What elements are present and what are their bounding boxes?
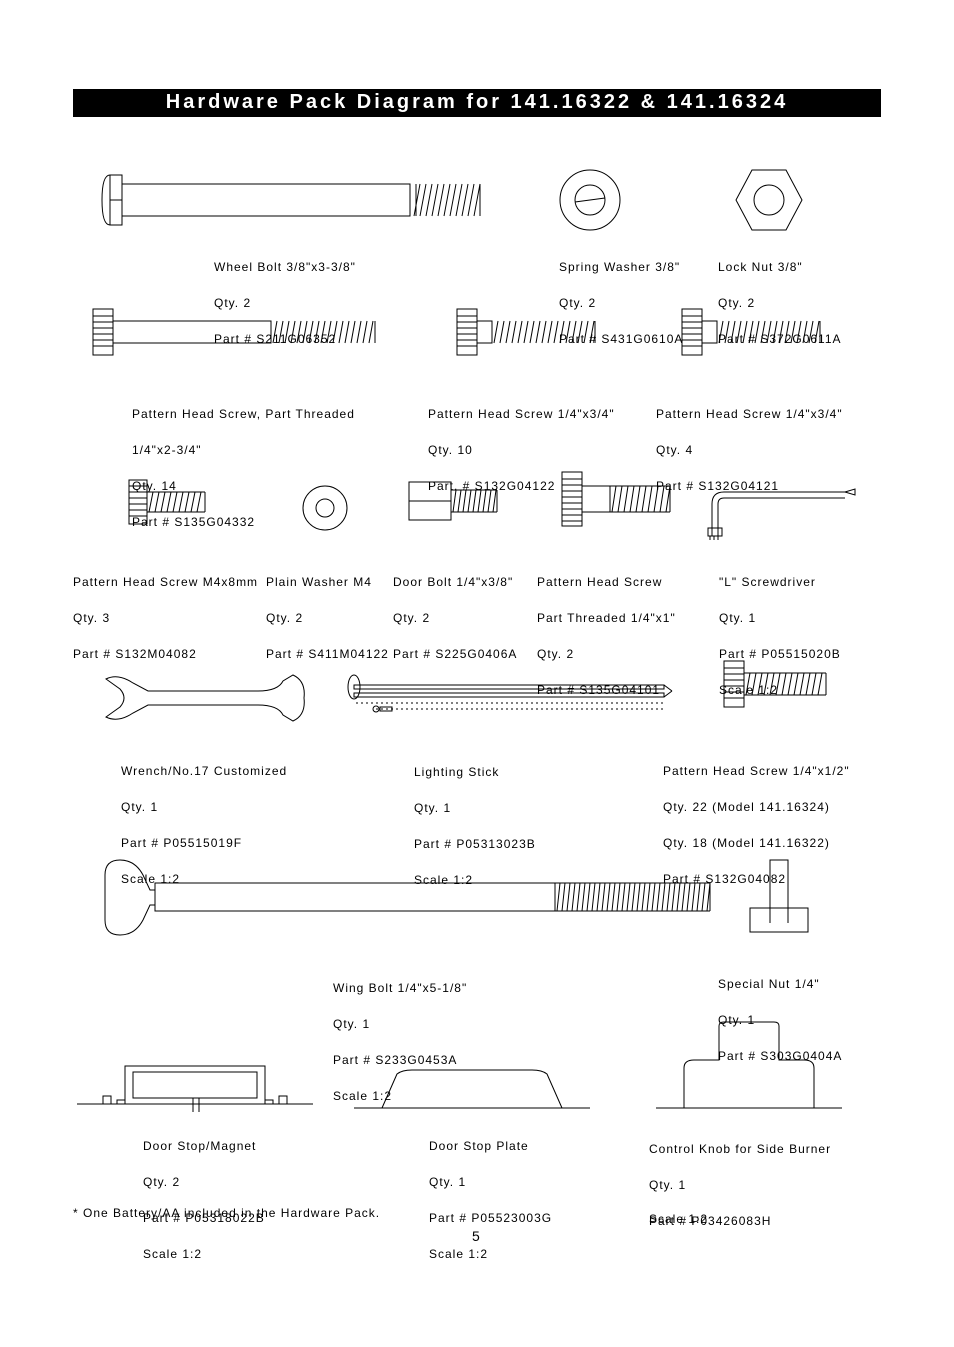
phs-m4x8-label: Pattern Head Screw M4x8mm Qty. 3 Part # … <box>73 555 258 681</box>
label-line: Part # P05515019F <box>121 834 287 852</box>
label-line: Lighting Stick <box>414 763 536 781</box>
phs-part-threaded-14-diagram <box>91 307 381 357</box>
door-stop-plate-label: Door Stop Plate Qty. 1 Part # P05523003G… <box>429 1119 552 1281</box>
title-text: Hardware Pack Diagram for 141.16322 & 14… <box>166 91 788 113</box>
phs-12-diagram <box>722 659 832 709</box>
label-line: Wheel Bolt 3/8"x3-3/8" <box>214 258 356 276</box>
label-line: Door Bolt 1/4"x3/8" <box>393 573 517 591</box>
label-line: Special Nut 1/4" <box>718 975 842 993</box>
label-line: Scale 1:2 <box>649 1210 708 1228</box>
label-line: Qty. 22 (Model 141.16324) <box>663 798 850 816</box>
label-line: Part # P05523003G <box>429 1209 552 1227</box>
wing-bolt-diagram <box>95 855 715 945</box>
label-line: Part # S233G0453A <box>333 1051 467 1069</box>
label-line: Part Threaded 1/4"x1" <box>537 609 676 627</box>
label-line: Qty. 1 <box>719 609 841 627</box>
phs-m4x8-diagram <box>127 478 211 526</box>
label-line: Part # S225G0406A <box>393 645 517 663</box>
label-line: Door Stop/Magnet <box>143 1137 265 1155</box>
label-line: Qty. 1 <box>414 799 536 817</box>
label-line: Part # S411M04122 <box>266 645 389 663</box>
label-line: Scale 1:2 <box>143 1245 265 1263</box>
label-line: Qty. 2 <box>266 609 389 627</box>
plain-washer-m4-label: Plain Washer M4 Qty. 2 Part # S411M04122 <box>266 555 389 681</box>
label-line: Part # P05313023B <box>414 835 536 853</box>
label-line: Qty. 4 <box>656 441 843 459</box>
door-bolt-diagram <box>407 480 502 522</box>
label-line: Plain Washer M4 <box>266 573 389 591</box>
door-stop-magnet-label: Door Stop/Magnet Qty. 2 Part # P05318022… <box>143 1119 265 1281</box>
wrench-diagram <box>98 671 308 725</box>
phs-part-threaded-2-diagram <box>560 470 675 528</box>
label-line: Part # S132M04082 <box>73 645 258 663</box>
label-line: Qty. 1 <box>333 1015 467 1033</box>
label-line: Pattern Head Screw 1/4"x1/2" <box>663 762 850 780</box>
door-stop-plate-diagram <box>352 1068 592 1112</box>
l-screwdriver-diagram <box>700 484 860 542</box>
label-line: Qty. 2 <box>143 1173 265 1191</box>
label-line: Qty. 2 <box>537 645 676 663</box>
phs-34-10-diagram <box>455 307 600 357</box>
label-line: Qty. 3 <box>73 609 258 627</box>
plain-washer-m4-diagram <box>300 483 350 533</box>
label-line: Scale 1:2 <box>429 1245 552 1263</box>
spring-washer-diagram <box>558 168 623 233</box>
label-line: Pattern Head Screw <box>537 573 676 591</box>
label-line: Wing Bolt 1/4"x5-1/8" <box>333 979 467 997</box>
door-stop-magnet-diagram <box>75 1062 315 1114</box>
control-knob-diagram <box>654 1020 844 1112</box>
control-knob-scale: Scale 1:2 <box>649 1192 708 1246</box>
label-line: Pattern Head Screw M4x8mm <box>73 573 258 591</box>
label-line: Qty. 10 <box>428 441 615 459</box>
label-line: Qty. 18 (Model 141.16322) <box>663 834 850 852</box>
label-line: 1/4"x2-3/4" <box>132 441 355 459</box>
lighting-stick-diagram <box>346 669 676 727</box>
wheel-bolt-diagram <box>100 170 490 230</box>
label-line: Pattern Head Screw, Part Threaded <box>132 405 355 423</box>
page-number: 5 <box>472 1228 480 1244</box>
lock-nut-diagram <box>734 168 804 232</box>
label-line: Qty. 1 <box>429 1173 552 1191</box>
special-nut-diagram <box>748 858 813 938</box>
label-line: Pattern Head Screw 1/4"x3/4" <box>428 405 615 423</box>
label-line: Control Knob for Side Burner <box>649 1140 831 1158</box>
label-line: "L" Screwdriver <box>719 573 841 591</box>
phs-34-4-diagram <box>680 307 825 357</box>
label-line: Spring Washer 3/8" <box>559 258 683 276</box>
label-line: Qty. 2 <box>393 609 517 627</box>
footnote: * One Battery/AA included in the Hardwar… <box>73 1206 380 1220</box>
label-line: Qty. 1 <box>121 798 287 816</box>
label-line: Pattern Head Screw 1/4"x3/4" <box>656 405 843 423</box>
title-bar: Hardware Pack Diagram for 141.16322 & 14… <box>73 89 881 117</box>
door-bolt-label: Door Bolt 1/4"x3/8" Qty. 2 Part # S225G0… <box>393 555 517 681</box>
label-line: Wrench/No.17 Customized <box>121 762 287 780</box>
label-line: Door Stop Plate <box>429 1137 552 1155</box>
label-line: Lock Nut 3/8" <box>718 258 842 276</box>
